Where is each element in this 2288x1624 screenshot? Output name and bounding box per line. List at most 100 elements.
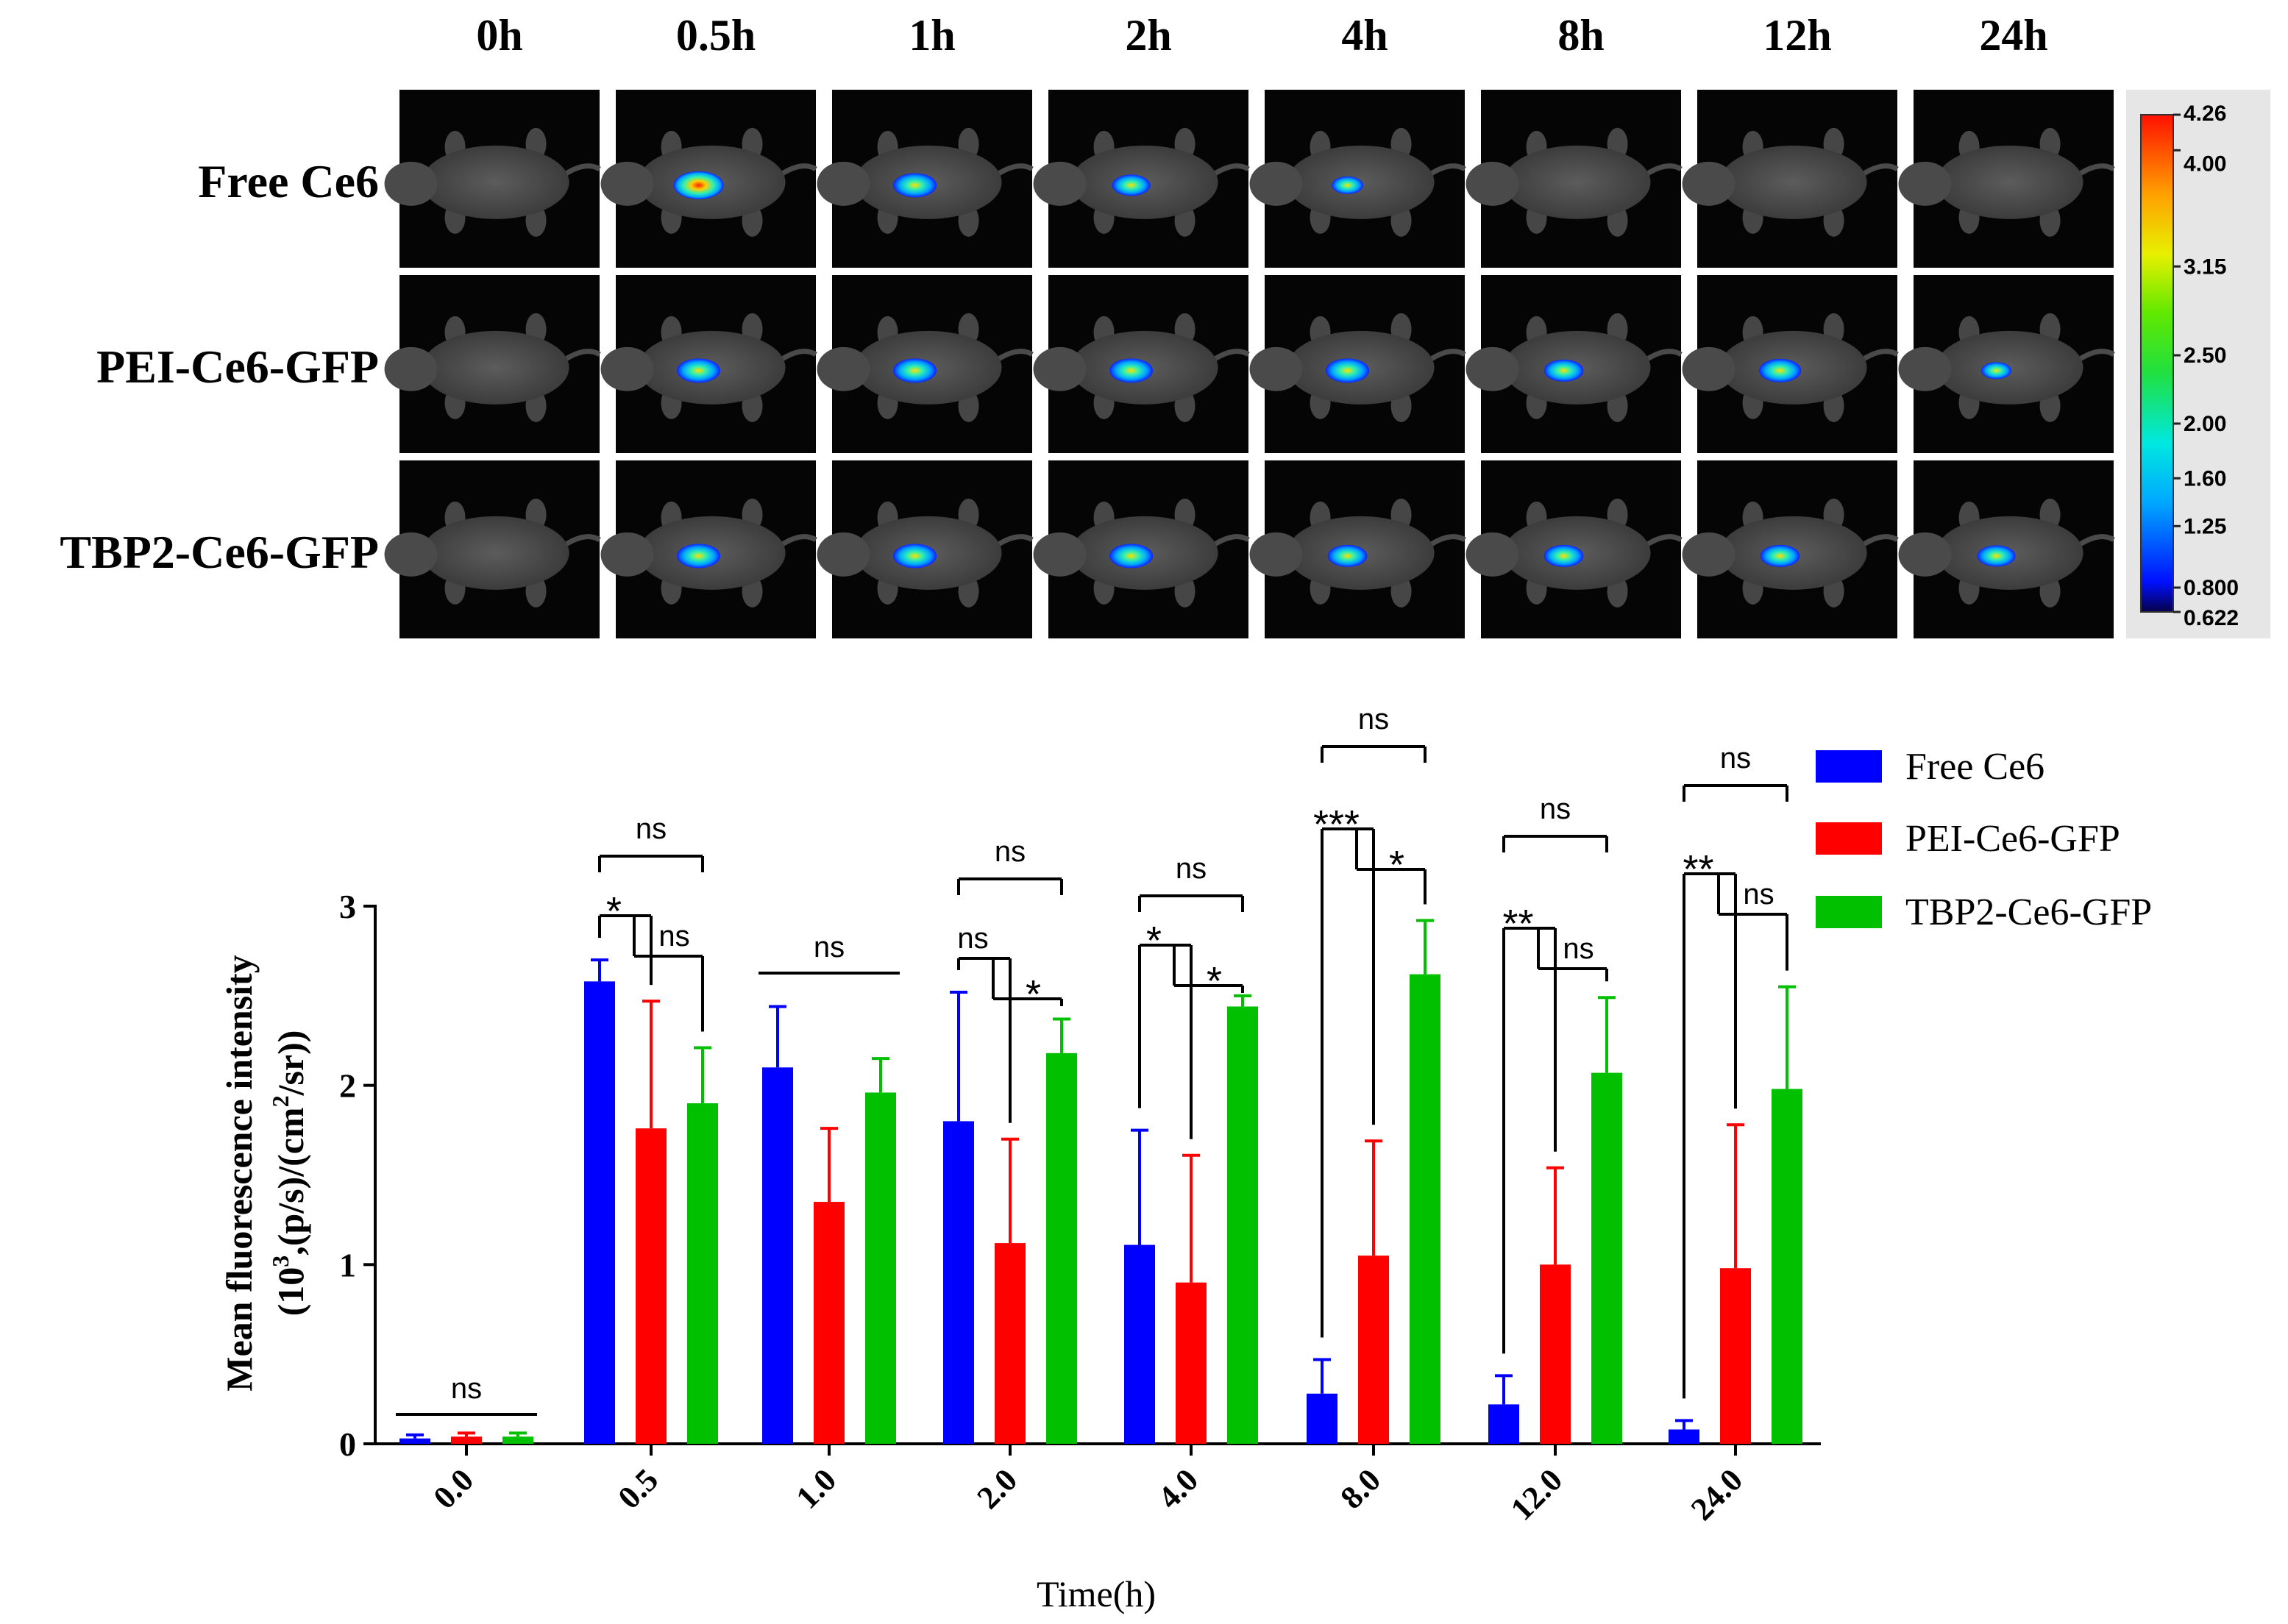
mouse-head [1033, 346, 1087, 391]
colorbar-tick-label: 4.00 [2184, 152, 2226, 176]
bar [451, 1436, 482, 1444]
mouse-head [1465, 532, 1519, 577]
significance-label: * [1146, 919, 1162, 963]
time-label: 12h [1763, 11, 1831, 60]
mouse-head [1682, 161, 1735, 206]
mouse-image [817, 90, 1034, 268]
mouse-image [1249, 90, 1466, 268]
mouse-head [600, 532, 654, 577]
mouse-image [384, 460, 601, 638]
mouse-head [1898, 532, 1952, 577]
significance-label: ns [1720, 742, 1751, 774]
mouse-head [1682, 346, 1735, 391]
mouse-image [1682, 460, 1899, 638]
bar [1307, 1393, 1337, 1444]
x-tick-label: 1.0 [789, 1461, 844, 1516]
mouse-head [1033, 532, 1087, 577]
time-label: 1h [909, 11, 955, 60]
colorbar-tick-label: 1.25 [2184, 514, 2226, 538]
x-tick-label: 24.0 [1684, 1461, 1749, 1527]
mouse-image [384, 90, 601, 268]
mouse-image [1465, 460, 1683, 638]
colorbar-tick-label: 0.800 [2184, 576, 2239, 600]
significance-label: ** [1683, 847, 1713, 891]
significance-label: ns [995, 836, 1026, 868]
y-tick-label: 2 [339, 1067, 356, 1105]
significance-label: ns [957, 922, 988, 955]
colorbar-tick-label: 0.622 [2184, 606, 2239, 630]
legend-label: TBP2-Ce6-GFP [1905, 891, 2152, 933]
mouse-head [817, 161, 870, 206]
mouse-body [1719, 145, 1867, 219]
bar [995, 1243, 1026, 1444]
time-label: 8h [1557, 11, 1604, 60]
bar [943, 1121, 974, 1444]
mouse-image [1465, 90, 1683, 268]
mouse-image [1682, 275, 1899, 453]
fluorescence-spot [677, 544, 721, 569]
mouse-head [1249, 532, 1303, 577]
colorbar: 4.26 4.00 3.15 2.50 2.00 1.60 1.25 0.800 0.622 [2126, 90, 2270, 638]
mouse-image [817, 460, 1034, 638]
mouse-body [1936, 145, 2083, 219]
significance-label: ns [1176, 852, 1207, 885]
bar [584, 981, 615, 1444]
mouse-head [384, 532, 438, 577]
mouse-image [600, 460, 817, 638]
mouse-image [1465, 275, 1683, 453]
row-label: PEI-Ce6-GFP [96, 341, 379, 393]
colorbar-tick-label: 3.15 [2184, 254, 2226, 279]
fluorescence-spot [893, 173, 937, 198]
mouse-image [1033, 90, 1250, 268]
row-label: Free Ce6 [198, 155, 379, 207]
bar [814, 1202, 845, 1444]
significance-label: ns [1743, 878, 1774, 911]
fluorescence-spot [1109, 544, 1154, 569]
fluorescence-spot [1977, 545, 2016, 567]
mouse-body [422, 330, 569, 405]
bar [1227, 1006, 1258, 1444]
significance-label: * [1389, 843, 1404, 887]
legend-label: PEI-Ce6-GFP [1905, 818, 2120, 860]
x-tick-label: 0.5 [611, 1461, 666, 1516]
significance-label: ns [814, 931, 845, 964]
fluorescence-spot [1112, 174, 1151, 196]
significance-label: *** [1313, 802, 1360, 847]
image-panel: 0h 0.5h 1h 2h 4h 8h 12h 24h Free Ce6 PEI-Ce6-GFP T… [60, 11, 2270, 638]
bar [762, 1067, 793, 1444]
fluorescence-spot [1109, 358, 1154, 383]
mouse-image [600, 275, 817, 453]
fluorescence-spot [893, 358, 937, 383]
mouse-head [1465, 346, 1519, 391]
y-tick-label: 3 [339, 888, 356, 925]
x-tick-label: 2.0 [970, 1461, 1025, 1516]
legend-swatch [1816, 896, 1882, 928]
mouse-image [817, 275, 1034, 453]
mouse-image [1682, 90, 1899, 268]
mouse-body [422, 145, 569, 219]
significance-label: ns [1540, 793, 1571, 825]
x-tick-label: 4.0 [1151, 1461, 1206, 1516]
mouse-image [600, 90, 817, 268]
bar [1772, 1089, 1802, 1444]
bar [636, 1128, 667, 1444]
mouse-head [384, 161, 438, 206]
fluorescence-spot [1758, 358, 1802, 382]
ylabel-superscript: 3 [267, 1256, 294, 1267]
x-tick-label: 12.0 [1504, 1461, 1569, 1527]
colorbar-tick-label: 2.00 [2184, 412, 2226, 436]
y-axis-label: Mean fluorescence intensity [219, 955, 260, 1391]
significance-label: ns [451, 1372, 482, 1405]
bar [1358, 1256, 1389, 1444]
mouse-head [1249, 161, 1303, 206]
colorbar-gradient [2140, 114, 2174, 613]
bar [1540, 1264, 1571, 1444]
time-label: 0h [476, 11, 522, 60]
ylabel-superscript: 2 [267, 1095, 294, 1107]
mouse-body [1503, 145, 1651, 219]
bar [399, 1438, 430, 1444]
colorbar-tick-label: 2.50 [2184, 343, 2226, 368]
legend-label: Free Ce6 [1905, 746, 2044, 788]
significance-label: ns [636, 813, 667, 845]
x-axis-label: Time(h) [1037, 1573, 1156, 1614]
